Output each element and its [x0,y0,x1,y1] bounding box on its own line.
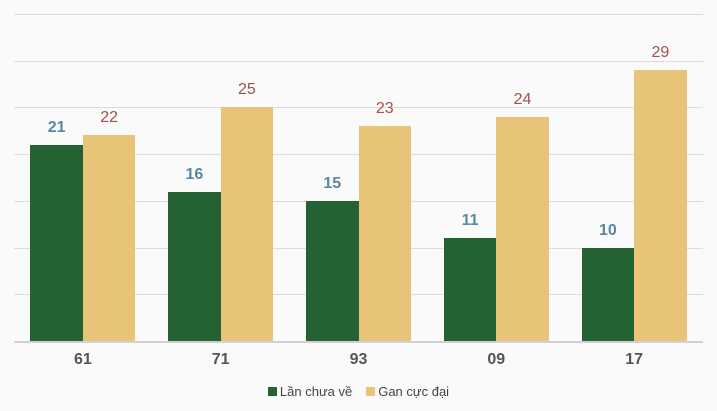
value-label: 25 [238,81,256,99]
bar-93-series-1[interactable] [358,126,411,341]
bar-09-series-1[interactable] [496,116,549,341]
bar-61-series-1[interactable] [82,135,136,341]
value-label: 24 [513,90,532,108]
legend-item-lan-chua-ve[interactable]: Lần chưa về [267,384,353,399]
bar-17-series-1[interactable] [634,70,687,341]
bar-17-series-0[interactable] [581,247,635,341]
x-tick-label: 61 [73,351,92,368]
value-label: 22 [100,109,119,127]
value-label: 21 [47,118,66,136]
legend-swatch-gold [366,387,376,396]
gridline [14,107,703,109]
legend-label: Lần chưa về [279,384,353,399]
x-axis-line [14,341,703,343]
legend-item-gan-cuc-dai[interactable]: Gan cực đại [366,384,449,399]
gridline [14,14,703,15]
value-label: 23 [375,100,394,118]
bar-71-series-1[interactable] [220,107,274,341]
value-label: 16 [185,165,204,183]
x-tick-label: 71 [211,351,230,368]
value-label: 11 [461,212,479,230]
bar-71-series-0[interactable] [168,191,221,341]
value-label: 10 [598,221,617,239]
legend: Lần chưa về Gan cực đại [0,384,717,399]
bar-09-series-0[interactable] [443,238,497,341]
x-tick-label: 09 [487,351,506,368]
legend-swatch-green [267,387,277,396]
bar-61-series-0[interactable] [30,144,83,341]
value-label: 29 [651,44,670,62]
legend-label: Gan cực đại [378,384,450,399]
gridline [14,60,703,62]
value-label: 15 [323,174,342,192]
x-tick-label: 17 [625,351,643,368]
bar-93-series-0[interactable] [306,200,359,341]
x-tick-label: 93 [349,351,368,368]
